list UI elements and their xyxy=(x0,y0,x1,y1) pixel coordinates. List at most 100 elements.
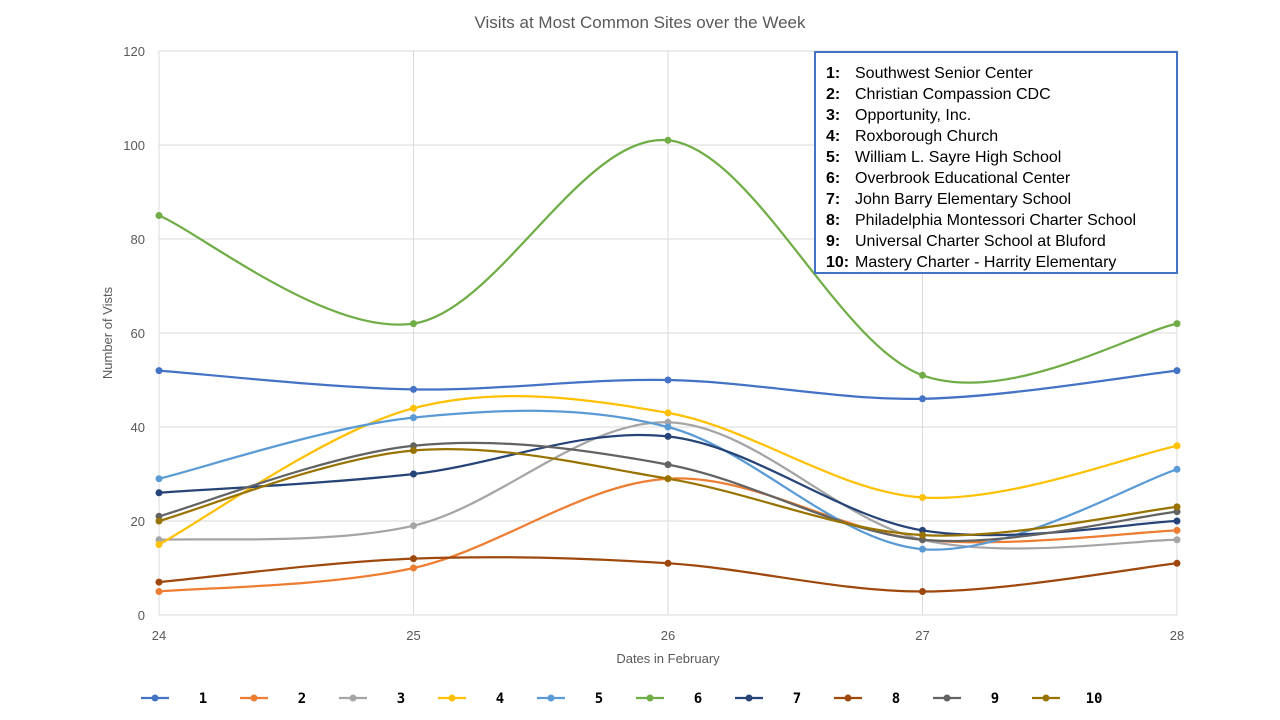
data-point xyxy=(664,423,672,431)
data-point xyxy=(919,588,926,595)
data-point xyxy=(664,376,672,384)
data-point xyxy=(410,522,417,530)
y-tick-label: 20 xyxy=(131,514,145,529)
x-axis-ticks: 24 25 26 27 28 xyxy=(152,628,1184,643)
site-key-list: 1: Southwest Senior Center 2: Christian Co… xyxy=(816,53,1176,273)
legend-swatch-marker xyxy=(151,694,159,702)
legend-swatch-marker xyxy=(844,694,852,702)
site-key-name: John Barry Elementary School xyxy=(855,191,1072,208)
series-8 xyxy=(155,555,1181,595)
legend-label: 8 xyxy=(892,691,900,707)
site-key-number: 2: xyxy=(826,86,841,103)
data-point xyxy=(664,461,672,469)
legend-item: 2 xyxy=(240,691,306,707)
site-key-number: 6: xyxy=(826,170,841,187)
data-point xyxy=(410,447,417,454)
data-point xyxy=(155,517,163,525)
y-tick-label: 0 xyxy=(138,608,145,623)
site-key-item: 4: Roxborough Church xyxy=(826,126,1176,147)
data-point xyxy=(410,320,417,328)
data-point xyxy=(1173,559,1181,567)
legend-item: 1 xyxy=(141,691,207,707)
legend-swatch-marker xyxy=(250,694,258,702)
legend-swatch-marker xyxy=(646,694,654,702)
y-axis-ticks: 0 20 40 60 80 100 120 xyxy=(123,44,145,623)
site-key-number: 1: xyxy=(826,65,841,82)
data-point xyxy=(664,559,672,567)
data-point xyxy=(410,414,417,422)
site-key-name: Southwest Senior Center xyxy=(855,65,1033,82)
legend-item: 5 xyxy=(537,691,603,707)
site-key-name: Overbrook Educational Center xyxy=(855,170,1071,187)
site-key-number: 4: xyxy=(826,128,841,145)
site-key-item: 6: Overbrook Educational Center xyxy=(826,168,1176,189)
legend-item: 8 xyxy=(834,691,900,707)
data-point xyxy=(410,385,417,393)
site-key-name: William L. Sayre High School xyxy=(855,149,1062,166)
site-key-name: Mastery Charter - Harrity Elementary xyxy=(855,254,1117,271)
site-key-item: 8: Philadelphia Montessori Charter School xyxy=(826,210,1176,231)
legend-label: 3 xyxy=(397,691,405,707)
data-point xyxy=(664,409,672,417)
data-point xyxy=(919,531,926,539)
legend: 1 2 3 4 5 6 7 8 9 10 xyxy=(141,691,1102,707)
data-point xyxy=(1173,517,1181,525)
legend-label: 4 xyxy=(496,691,504,707)
legend-item: 10 xyxy=(1032,691,1102,707)
legend-label: 6 xyxy=(694,691,702,707)
site-key-item: 2: Christian Compassion CDC xyxy=(826,84,1176,105)
x-tick-label: 24 xyxy=(152,628,166,643)
site-key-number: 9: xyxy=(826,233,841,250)
site-key-number: 5: xyxy=(826,149,841,166)
series-10 xyxy=(155,447,1181,539)
data-point xyxy=(919,371,926,379)
x-axis-label: Dates in February xyxy=(616,651,720,666)
data-point xyxy=(155,212,163,219)
data-point xyxy=(1173,367,1181,375)
data-point xyxy=(155,367,163,375)
y-tick-label: 80 xyxy=(131,232,145,247)
data-point xyxy=(410,564,417,572)
site-key-number: 10: xyxy=(826,254,850,271)
legend-label: 10 xyxy=(1086,691,1103,707)
legend-label: 1 xyxy=(199,691,207,707)
data-point xyxy=(919,545,926,553)
data-point xyxy=(1173,320,1181,328)
legend-label: 5 xyxy=(595,691,603,707)
legend-swatch-marker xyxy=(943,694,951,702)
x-tick-label: 26 xyxy=(661,628,675,643)
x-tick-label: 25 xyxy=(406,628,420,643)
series-1 xyxy=(155,367,1181,403)
site-key-name: Christian Compassion CDC xyxy=(855,86,1051,103)
legend-item: 7 xyxy=(735,691,801,707)
chart-title: Visits at Most Common Sites over the Wee… xyxy=(475,13,806,32)
data-point xyxy=(1173,442,1181,450)
data-point xyxy=(664,136,672,144)
site-key-item: 3: Opportunity, Inc. xyxy=(826,105,1176,126)
series-lines xyxy=(155,136,1181,595)
y-tick-label: 40 xyxy=(131,420,145,435)
site-key-number: 8: xyxy=(826,212,841,229)
y-axis-label: Number of Vists xyxy=(100,286,115,379)
data-point xyxy=(155,489,163,497)
legend-item: 4 xyxy=(438,691,504,707)
site-key-item: 10: Mastery Charter - Harrity Elementary xyxy=(826,252,1176,273)
x-tick-label: 28 xyxy=(1170,628,1184,643)
data-point xyxy=(155,578,163,586)
site-key-item: 7: John Barry Elementary School xyxy=(826,189,1176,210)
data-point xyxy=(1173,465,1181,473)
y-tick-label: 120 xyxy=(123,44,145,59)
site-key-name: Roxborough Church xyxy=(855,128,999,145)
data-point xyxy=(664,432,672,440)
site-key-number: 3: xyxy=(826,107,841,124)
data-point xyxy=(1173,526,1181,534)
data-point xyxy=(410,404,417,412)
site-key-name: Universal Charter School at Bluford xyxy=(855,233,1106,250)
site-key-box: 1: Southwest Senior Center 2: Christian Co… xyxy=(814,51,1178,274)
series-4 xyxy=(155,394,1181,548)
legend-swatch-marker xyxy=(1042,694,1050,702)
data-point xyxy=(664,475,672,483)
legend-swatch-marker xyxy=(349,694,357,702)
data-point xyxy=(410,555,417,563)
